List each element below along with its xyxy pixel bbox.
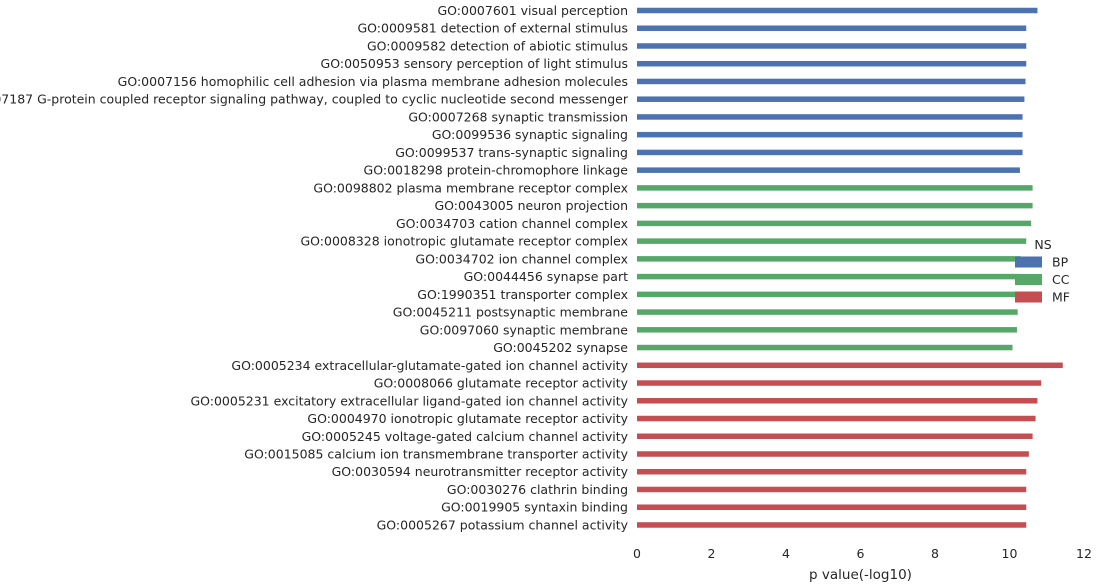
- category-label: GO:1990351 transporter complex: [417, 287, 628, 302]
- category-label: GO:0004970 ionotropic glutamate receptor…: [307, 411, 628, 426]
- bar: [637, 131, 1023, 138]
- bar: [637, 433, 1033, 440]
- legend-label: CC: [1052, 272, 1070, 287]
- bar: [637, 43, 1027, 49]
- category-label: GO:0007187 G-protein coupled receptor si…: [0, 92, 629, 107]
- category-label: GO:0009581 detection of external stimulu…: [358, 21, 629, 36]
- legend-swatch: [1015, 274, 1042, 285]
- legend-label: MF: [1052, 290, 1070, 305]
- category-labels: GO:0007601 visual perception GO:0009581 d…: [0, 3, 629, 532]
- bar: [637, 238, 1027, 244]
- category-label: GO:0044456 synapse part: [464, 269, 628, 284]
- bar: [637, 7, 1038, 14]
- x-tick-label: 6: [857, 546, 865, 561]
- bar: [637, 25, 1027, 31]
- category-label: GO:0045211 postsynaptic membrane: [393, 305, 629, 320]
- x-tick-label: 10: [1002, 546, 1018, 561]
- bar: [637, 167, 1020, 173]
- category-label: GO:0018298 protein-chromophore linkage: [364, 163, 629, 178]
- bar: [637, 362, 1063, 369]
- bar: [637, 185, 1033, 191]
- bar: [637, 96, 1025, 102]
- bar: [637, 273, 1021, 280]
- category-label: GO:0007268 synaptic transmission: [408, 109, 628, 124]
- bar: [637, 60, 1027, 67]
- bar: [637, 309, 1018, 315]
- category-label: GO:0019905 syntaxin binding: [441, 500, 628, 515]
- category-label: GO:0009582 detection of abiotic stimulus: [367, 38, 628, 53]
- x-axis-ticks: 0 2 4 6 8 10 12: [633, 546, 1092, 561]
- bar: [637, 291, 1019, 298]
- category-label: GO:0043005 neuron projection: [434, 198, 628, 213]
- category-label: GO:0034703 cation channel complex: [396, 216, 628, 231]
- bar: [637, 114, 1023, 120]
- bars-layer: [637, 7, 1063, 528]
- category-label: GO:0015085 calcium ion transmembrane tra…: [244, 447, 628, 462]
- bar: [637, 149, 1023, 156]
- legend-title: NS: [1034, 237, 1051, 252]
- bar: [637, 415, 1036, 422]
- category-label: GO:0007156 homophilic cell adhesion via …: [118, 74, 628, 89]
- x-tick-label: 4: [782, 546, 790, 561]
- bar: [637, 256, 1021, 262]
- category-label: GO:0050953 sensory perception of light s…: [321, 56, 628, 71]
- bar: [637, 344, 1013, 351]
- category-label: GO:0034702 ion channel complex: [415, 251, 628, 266]
- category-label: GO:0007601 visual perception: [437, 3, 628, 18]
- category-label: GO:0005267 potassium channel activity: [377, 517, 629, 532]
- x-tick-label: 2: [708, 546, 716, 561]
- bar: [637, 380, 1042, 386]
- x-axis-label: p value(-log10): [809, 567, 912, 583]
- category-label: GO:0030594 neurotransmitter receptor act…: [332, 464, 629, 479]
- category-label: GO:0030276 clathrin binding: [447, 482, 628, 497]
- category-label: GO:0099536 synaptic signaling: [432, 127, 628, 142]
- category-label: GO:0045202 synapse: [493, 340, 628, 355]
- bar: [637, 451, 1029, 457]
- x-tick-label: 12: [1076, 546, 1092, 561]
- category-label: GO:0097060 synaptic membrane: [420, 322, 629, 337]
- category-label: GO:0005245 voltage-gated calcium channel…: [302, 429, 629, 444]
- bar: [637, 398, 1038, 404]
- category-label: GO:0099537 trans-synaptic signaling: [395, 145, 628, 160]
- bar: [637, 220, 1032, 227]
- category-label: GO:0008328 ionotropic glutamate receptor…: [301, 234, 629, 249]
- bar: [637, 486, 1027, 493]
- bar: [637, 468, 1027, 475]
- x-tick-label: 0: [633, 546, 641, 561]
- category-label: GO:0008066 glutamate receptor activity: [374, 376, 629, 391]
- bar: [637, 504, 1027, 510]
- bar: [637, 327, 1017, 333]
- legend-swatch: [1015, 291, 1042, 303]
- legend-swatch: [1015, 256, 1042, 268]
- bar: [637, 202, 1033, 209]
- category-label: GO:0005234 extracellular-glutamate-gated…: [231, 358, 628, 373]
- category-label: GO:0098802 plasma membrane receptor comp…: [313, 180, 628, 195]
- category-label: GO:0005231 excitatory extracellular liga…: [190, 393, 628, 408]
- bar: [637, 78, 1026, 85]
- legend-label: BP: [1052, 255, 1069, 270]
- bar: [637, 522, 1027, 528]
- x-tick-label: 8: [931, 546, 939, 561]
